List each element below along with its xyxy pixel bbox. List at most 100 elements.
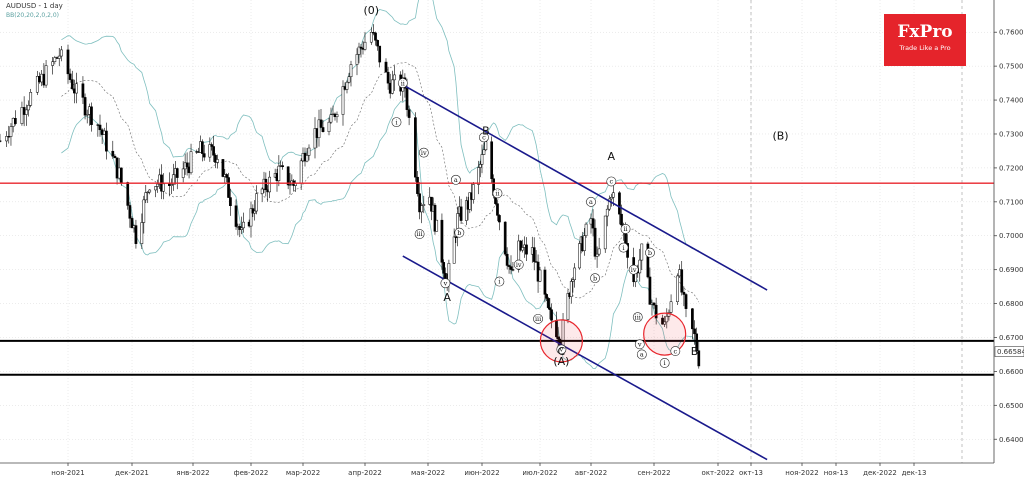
x-tick-label: сен-2022 [637, 469, 670, 477]
candle-body [369, 32, 373, 43]
candle-body [442, 262, 446, 274]
sub-wave-label: iii [535, 315, 541, 323]
sub-wave-marker [440, 278, 451, 289]
candle-body [130, 218, 134, 229]
candle-body [214, 155, 217, 163]
candle-body [83, 97, 87, 116]
sub-wave-label: v [559, 346, 564, 354]
candle-body [70, 79, 74, 90]
x-tick-label: дек-2022 [863, 469, 897, 477]
candle-body [452, 236, 456, 264]
wave-labels: (0) A B C(A) A B (B) [364, 4, 789, 368]
candle-body [648, 276, 652, 305]
candle-body [286, 166, 290, 186]
symbol-label: AUDUSD - 1 day [6, 2, 63, 10]
candle-body [171, 174, 175, 185]
sub-wave-marker [397, 78, 408, 89]
candle-body [134, 225, 138, 244]
candle-body [29, 92, 33, 106]
candle-body [357, 46, 361, 55]
x-tick-label: окт-13 [739, 469, 763, 477]
candle-body [695, 333, 699, 351]
candle-body [393, 74, 396, 81]
price-channel [402, 84, 768, 461]
wave-label: C [558, 345, 566, 358]
candle-body [148, 189, 152, 193]
candle-body [335, 114, 339, 118]
candle-body [471, 184, 475, 200]
candle-body [20, 107, 24, 124]
candle-body [75, 83, 78, 94]
candle-body [459, 206, 463, 221]
candle-body [234, 205, 238, 227]
candle-body [288, 184, 292, 186]
candle-body [618, 192, 621, 215]
x-tick-label: окт-2022 [702, 469, 735, 477]
candle-body [175, 168, 179, 178]
candle-body [482, 149, 486, 155]
candle-body [144, 192, 148, 201]
candle-body [669, 301, 673, 313]
candle-body [126, 182, 130, 206]
candle-body [517, 240, 521, 270]
sub-wave-label: c [610, 178, 614, 186]
sub-wave-label: i [498, 278, 500, 286]
grid [0, 0, 994, 463]
candle-body [661, 317, 664, 325]
candle-body [162, 183, 165, 192]
sub-wave-marker [620, 224, 631, 234]
wave-label: (0) [364, 4, 380, 17]
candle-body [654, 304, 658, 319]
candle-body [253, 210, 257, 214]
candle-body [478, 164, 482, 168]
x-tick-label: дек-2021 [115, 469, 149, 477]
candle-body [313, 128, 317, 149]
candle-body [321, 127, 325, 132]
candle-body [208, 144, 212, 158]
sub-wave-label: c [674, 347, 678, 355]
candle-body [490, 141, 494, 179]
candle-body [430, 196, 433, 212]
fxpro-logo: FxPro Trade Like a Pro [884, 14, 966, 66]
plot-background [0, 0, 994, 463]
candle-body [210, 144, 214, 147]
candle-body [569, 281, 573, 297]
candle-body [105, 130, 108, 152]
candle-body [583, 235, 586, 251]
candle-body [100, 129, 104, 135]
sub-wave-marker [414, 229, 425, 239]
candle-body [378, 45, 382, 63]
candle-body [697, 350, 701, 367]
horizontal-levels [0, 182, 994, 376]
candle-body [676, 275, 679, 302]
candle-body [386, 71, 390, 84]
candle-body [345, 81, 349, 90]
candle-body [27, 105, 30, 111]
sub-wave-marker [513, 259, 524, 270]
sub-wave-marker [391, 117, 402, 128]
candle-body [414, 117, 417, 178]
x-tick-label: авг-2022 [575, 469, 607, 477]
candle-body [111, 150, 115, 157]
candle-body [435, 219, 439, 232]
candle-body [663, 321, 667, 325]
candle-body [154, 186, 157, 191]
candle-body [81, 83, 85, 98]
candle-body [484, 141, 488, 151]
candle-body [573, 267, 576, 281]
candle-body [359, 46, 363, 49]
candle-body [329, 114, 333, 123]
sub-wave-label: a [454, 176, 458, 184]
candle-body [620, 213, 623, 226]
sub-wave-marker [636, 349, 647, 360]
candle-body [242, 221, 245, 229]
candle-body [35, 76, 39, 93]
candle-body [87, 106, 91, 115]
candle-body [496, 203, 499, 216]
